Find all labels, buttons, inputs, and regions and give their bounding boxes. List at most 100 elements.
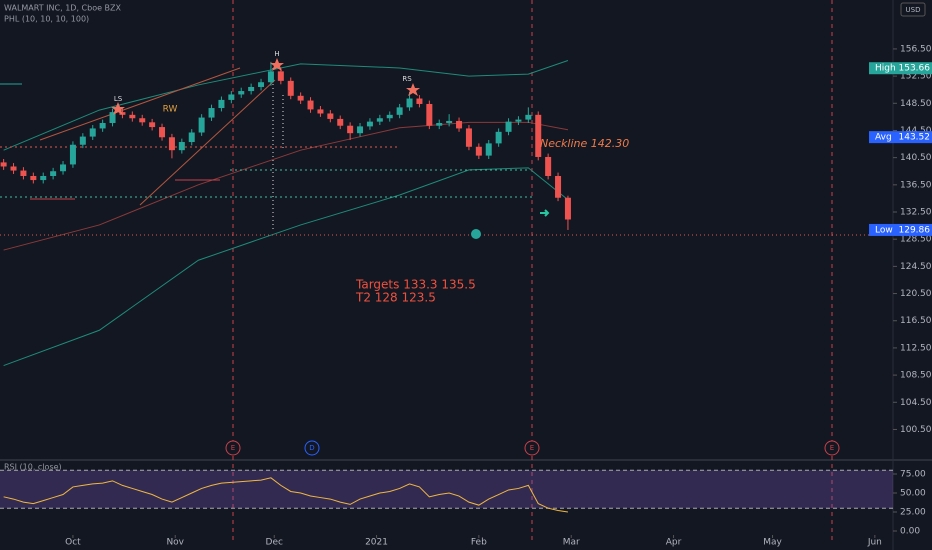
candle-body [119,112,126,115]
y-tick-label: 112.50 [900,343,932,353]
candle-body [564,197,571,220]
x-tick-label: Dec [266,538,283,548]
candle-body [228,94,235,100]
label-h: H [274,50,279,58]
rsi-band-fill [0,470,893,509]
y-tick-label: 108.50 [900,371,932,381]
candle-body [327,113,334,119]
candle-body [505,121,512,132]
event-marker [524,440,540,456]
candle-body [386,114,393,119]
y-tick-label: 128.50 [900,235,932,245]
y-tick-label: 104.50 [900,398,932,408]
arrow [540,209,550,217]
x-tick-label: Apr [666,538,682,548]
price-label-value: 153.66 [899,64,931,74]
candle-body [50,171,57,176]
candle-body [297,95,304,101]
indicator-label: PHL (10, 10, 10, 100) [4,15,89,24]
candle-body [198,117,205,133]
candle-body [396,107,403,115]
event-label: E [231,444,235,452]
currency-box [900,2,926,17]
candle-body [109,112,116,123]
candle-body [515,119,522,122]
candle-body [139,118,146,123]
y-tick-label: 140.50 [900,153,932,163]
y-tick-label: 116.50 [900,316,932,326]
rsi-tick-label: 50.00 [900,489,926,499]
trend-line [139,79,276,206]
event-icon [471,229,481,239]
candle-body [69,144,76,165]
rsi-tick-label: 0.00 [900,527,920,537]
y-tick-label: 144.50 [900,126,932,136]
y-tick-label: 152.50 [900,72,932,82]
candle-body [277,71,284,81]
candle-body [555,175,562,198]
x-tick-label: 2021 [365,538,388,548]
targets-label: Targets 133.3 135.5 [355,278,476,292]
event-label: D [309,444,314,452]
band-upper [3,60,569,151]
price-label-box [869,223,932,236]
candle-body [149,122,156,128]
candle-body [168,137,175,151]
candle-body [0,162,7,167]
price-label-value: 143.52 [899,133,931,143]
candle-body [436,122,443,126]
chart-title: WALMART INC, 1D, Cboe BZX [4,4,122,13]
t2-label: T2 128 123.5 [355,291,436,305]
rsi-tick-label: 25.00 [900,508,926,518]
candle-body [208,108,215,118]
candle-body [218,99,225,109]
candle-body [258,82,265,87]
price-label-value: 129.86 [899,225,931,235]
x-tick-label: May [763,538,782,548]
candle-body [347,125,354,134]
candle-body [376,118,383,122]
x-tick-label: Nov [166,538,184,548]
candle-body [357,126,364,134]
rsi-tick-label: 75.00 [900,470,926,480]
price-label-box [869,131,932,144]
y-tick-label: 124.50 [900,262,932,272]
candle-body [60,164,67,172]
y-tick-label: 100.50 [900,425,932,435]
rsi-title: RSI (10, close) [4,463,62,472]
label-ls: LS [114,95,123,103]
star [270,58,284,71]
candle-body [525,114,532,120]
candle-body [465,128,472,147]
event-marker [304,440,320,456]
candle-body [20,170,27,176]
star [406,83,420,96]
candle-body [426,103,433,126]
candle-body [456,120,463,129]
x-tick-label: Mar [563,538,580,548]
candle-body [475,146,482,156]
neckline-label: Neckline 142.30 [540,137,629,150]
candle-body [10,166,17,171]
x-tick-label: Oct [65,538,81,548]
y-tick-label: 156.50 [900,44,932,54]
y-tick-label: 120.50 [900,289,932,299]
candle-body [366,121,373,127]
x-tick-label: Feb [471,538,487,548]
candle-body [337,118,344,126]
candle-body [159,127,166,138]
candle-body [178,142,185,151]
candle-body [129,114,136,119]
price-label-name: Avg [875,133,892,143]
price-label-name: Low [875,225,893,235]
candle-body [446,120,453,123]
candle-body [99,122,106,129]
candle-body [416,98,423,104]
price-label-name: High [875,64,896,74]
candle-body [535,114,542,157]
y-tick-label: 132.50 [900,208,932,218]
event-marker [824,440,840,456]
currency: USD [906,6,921,14]
price-label-box [869,62,932,75]
event-marker [225,440,241,456]
